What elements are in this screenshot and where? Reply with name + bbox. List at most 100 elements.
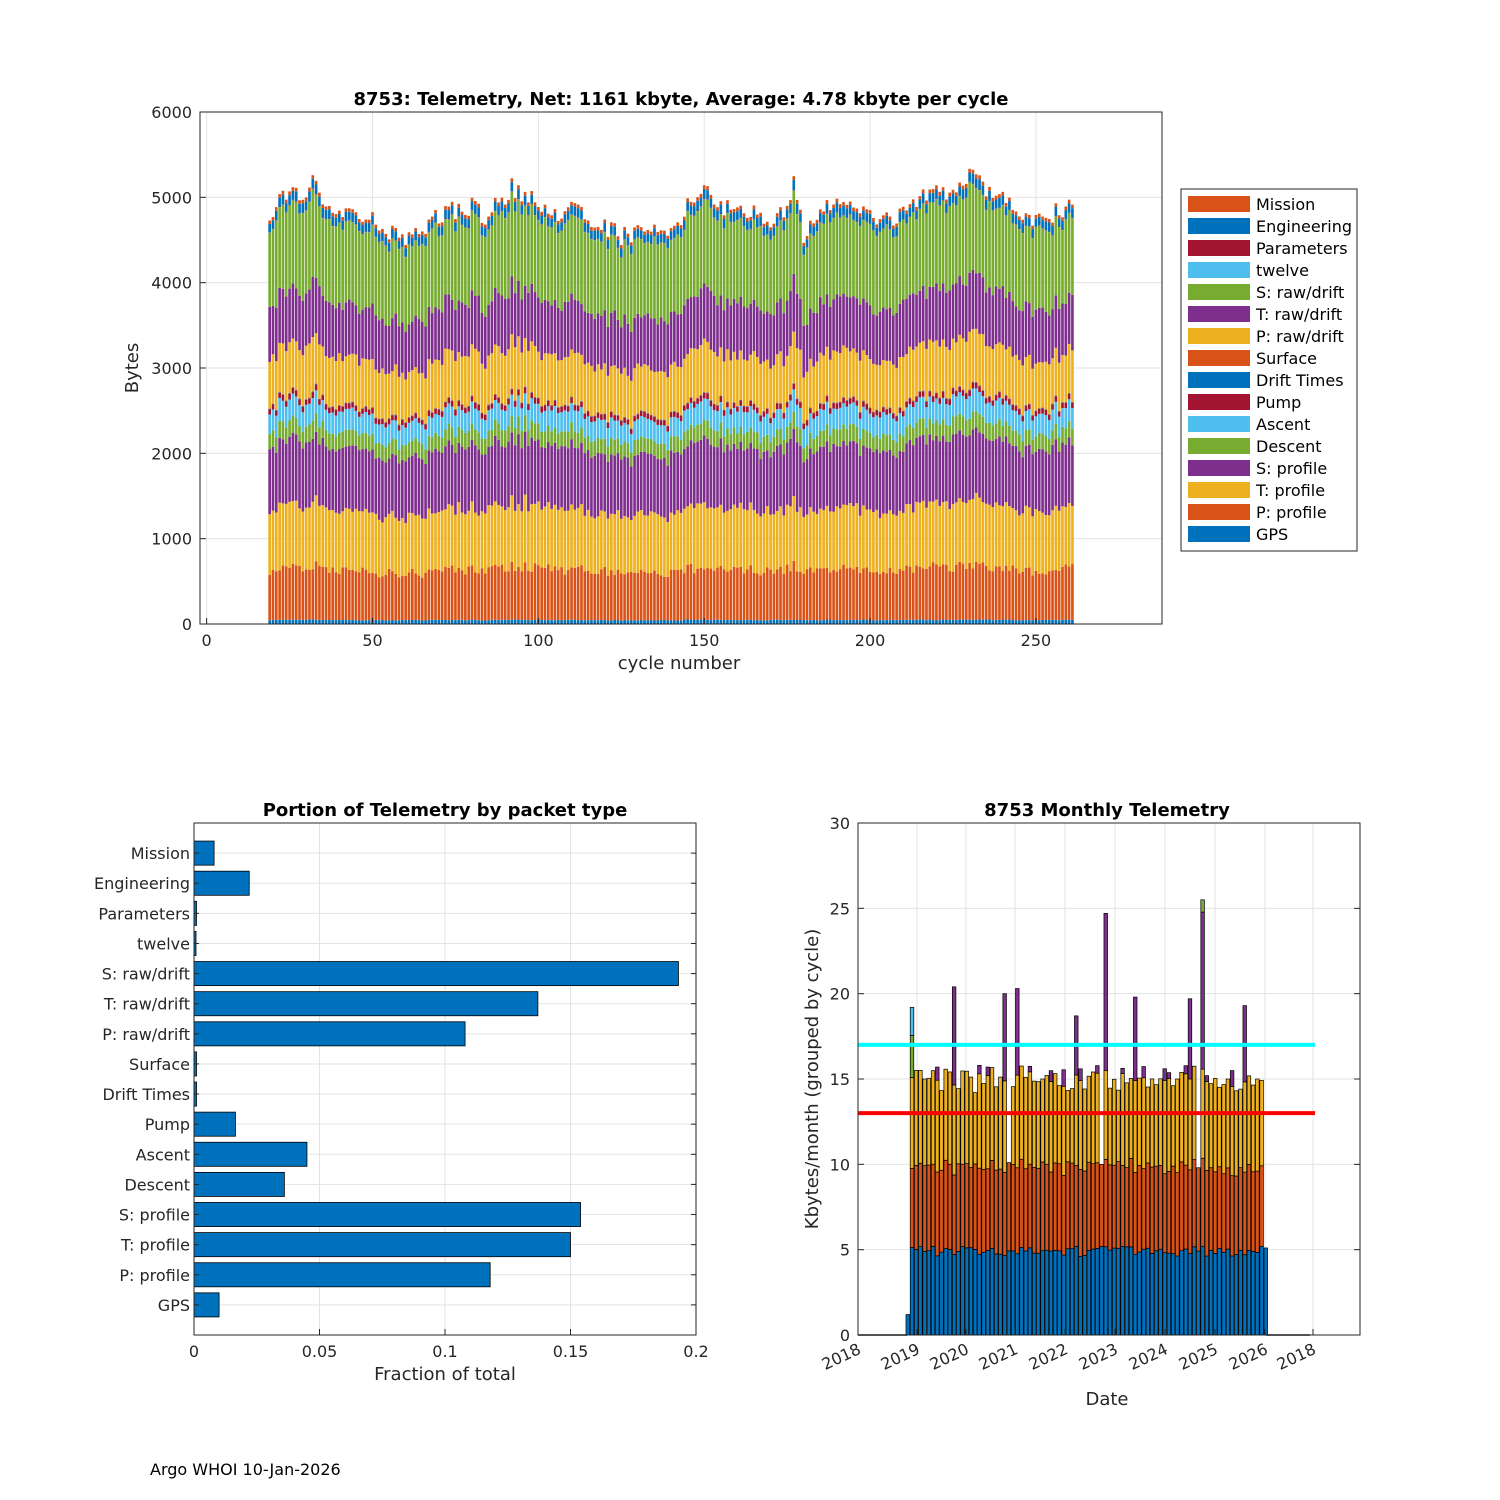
top-bar-segment xyxy=(762,227,766,236)
top-bar-segment xyxy=(782,620,786,624)
monthly-bar-segment xyxy=(951,1084,957,1176)
top-bar-segment xyxy=(633,572,636,621)
top-bar-segment xyxy=(470,423,474,440)
top-bar-segment xyxy=(404,620,407,624)
top-bar-segment xyxy=(961,563,965,620)
top-bar-segment xyxy=(1064,219,1068,304)
top-bar-segment xyxy=(968,619,971,624)
top-bar-segment xyxy=(653,416,656,422)
top-tick-label-y: 2000 xyxy=(151,444,192,463)
top-bar-segment xyxy=(404,379,407,423)
top-bar-segment xyxy=(447,206,451,211)
top-bar-segment xyxy=(424,429,427,450)
top-bar-segment xyxy=(663,443,666,459)
top-bar-segment xyxy=(882,228,885,308)
top-bar-segment xyxy=(931,620,935,624)
top-bar-segment xyxy=(692,348,696,402)
top-bar-segment xyxy=(746,360,749,406)
top-bar-segment xyxy=(586,620,590,624)
top-bar-segment xyxy=(507,212,510,299)
legend-label: Surface xyxy=(1256,349,1317,368)
top-bar-segment xyxy=(799,428,802,446)
top-bar-segment xyxy=(550,431,553,446)
top-bar-segment xyxy=(626,457,630,518)
top-bar-segment xyxy=(961,501,965,564)
top-bar-segment xyxy=(752,509,756,573)
top-bar-segment xyxy=(623,226,626,231)
monthly-bar-segment xyxy=(1015,1074,1020,1169)
top-bar-segment xyxy=(925,407,928,428)
top-bar-segment xyxy=(818,297,822,353)
portion-category-label: P: raw/drift xyxy=(102,1025,190,1044)
top-bar-segment xyxy=(563,431,567,447)
top-bar-segment xyxy=(938,403,942,425)
top-bar-segment xyxy=(868,448,872,510)
top-bar-segment xyxy=(1018,620,1021,624)
top-bar-segment xyxy=(331,620,335,624)
top-bar-segment xyxy=(1071,408,1074,429)
top-bar-segment xyxy=(410,369,414,416)
top-bar-segment xyxy=(308,569,311,620)
top-bar-segment xyxy=(437,415,441,436)
top-bar-segment xyxy=(566,448,570,511)
top-bar-segment xyxy=(1021,421,1025,442)
top-bar-segment xyxy=(636,237,640,314)
top-bar-segment xyxy=(610,454,613,514)
top-bar-segment xyxy=(281,400,285,422)
top-bar-segment xyxy=(643,620,646,624)
monthly-bar-segment xyxy=(922,1165,927,1252)
top-bar-segment xyxy=(610,570,613,621)
top-bar-segment xyxy=(649,439,653,454)
top-bar-segment xyxy=(666,522,670,577)
top-bar-segment xyxy=(401,459,404,519)
top-bar-segment xyxy=(955,205,958,284)
monthly-bar-segment xyxy=(947,1249,953,1336)
top-bar-segment xyxy=(968,389,971,391)
monthly-bar-segment xyxy=(1053,1073,1058,1164)
top-bar-segment xyxy=(1011,445,1015,509)
top-bar-segment xyxy=(802,255,806,326)
top-bar-segment xyxy=(626,375,630,420)
top-bar-segment xyxy=(586,233,590,313)
top-bar-segment xyxy=(709,444,713,508)
top-bar-segment xyxy=(878,438,882,454)
monthly-bar xyxy=(1170,1085,1176,1336)
top-bar-segment xyxy=(586,362,590,411)
top-bar-segment xyxy=(682,573,686,620)
top-bar-segment xyxy=(828,435,832,452)
top-bar-segment xyxy=(855,352,859,400)
top-bar-segment xyxy=(686,446,689,507)
top-bar-segment xyxy=(321,620,325,624)
top-bar-segment xyxy=(576,405,580,412)
monthly-bar-segment xyxy=(914,1165,919,1250)
top-bar-segment xyxy=(888,307,892,361)
top-bar-segment xyxy=(560,218,563,223)
top-bar-cycle xyxy=(633,227,636,624)
top-bar-segment xyxy=(915,346,918,396)
top-bar-segment xyxy=(294,418,298,435)
monthly-bar-segment xyxy=(1103,1246,1108,1336)
top-bar-segment xyxy=(888,220,892,230)
top-bar-segment xyxy=(895,226,898,237)
top-bar-segment xyxy=(842,397,845,404)
top-bar-segment xyxy=(915,210,918,220)
top-bar-segment xyxy=(610,417,613,439)
top-bar-segment xyxy=(1064,210,1068,219)
top-bar-segment xyxy=(855,503,859,567)
top-bar-segment xyxy=(795,199,799,204)
top-bar-segment xyxy=(799,222,802,299)
top-bar-segment xyxy=(337,619,341,624)
top-bar-segment xyxy=(281,439,285,504)
monthly-bar-segment xyxy=(1162,1079,1167,1175)
top-bar-segment xyxy=(487,567,490,621)
top-bar-cycle xyxy=(321,204,325,624)
top-bar-segment xyxy=(337,411,341,433)
top-bar-segment xyxy=(417,319,421,374)
top-bar-segment xyxy=(580,427,583,444)
top-bar-cycle xyxy=(673,225,676,624)
top-bar-segment xyxy=(646,313,650,366)
top-bar-segment xyxy=(570,349,573,397)
top-bar-segment xyxy=(862,445,865,506)
top-bar-segment xyxy=(1001,286,1005,345)
top-bar-segment xyxy=(925,427,928,445)
